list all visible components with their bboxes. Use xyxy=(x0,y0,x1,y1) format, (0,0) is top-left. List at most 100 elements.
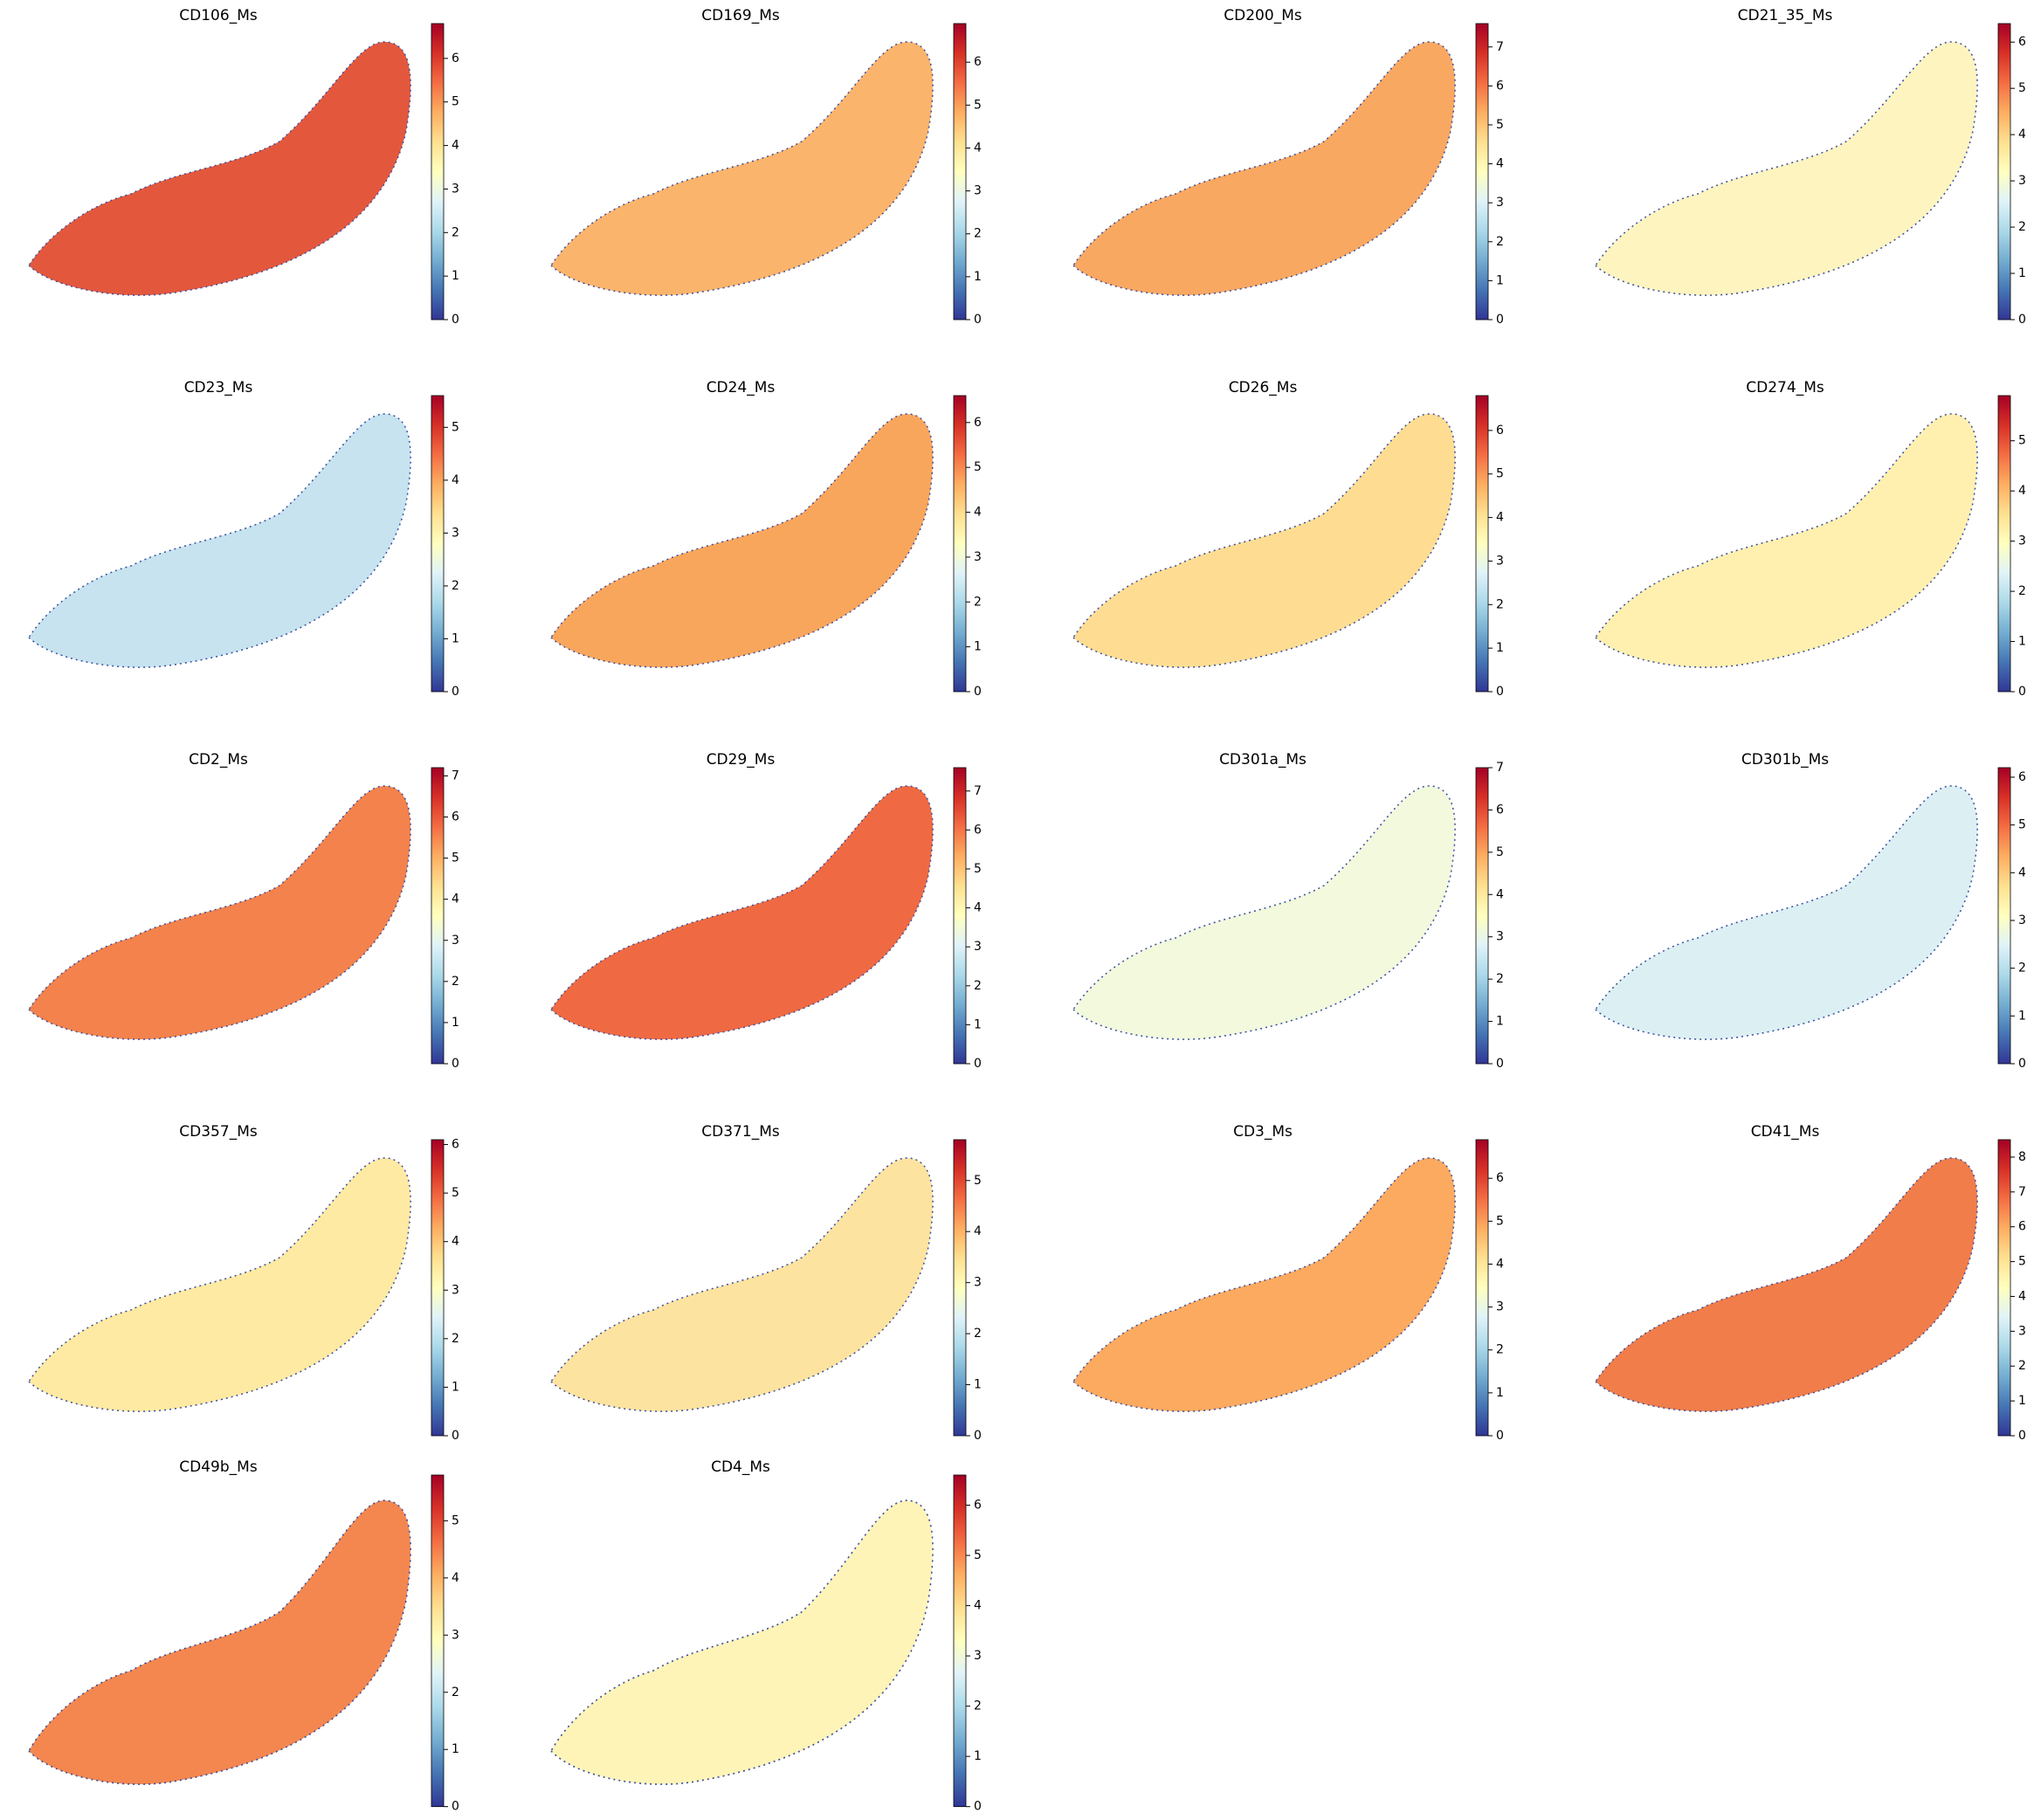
colorbar-tick-label: 2 xyxy=(974,227,982,241)
plot-area xyxy=(1072,1157,1456,1412)
colorbar-tick-label: 1 xyxy=(2018,1394,2026,1408)
colorbar-tick-label: 1 xyxy=(1496,1015,1504,1029)
colorbar-tick-label: 6 xyxy=(2018,35,2026,49)
colorbar-tick-label: 6 xyxy=(1496,79,1504,93)
colorbar-tick-label: 5 xyxy=(452,420,459,434)
colorbar xyxy=(1997,1139,2011,1437)
colorbar-tick-label: 2 xyxy=(1496,235,1504,249)
colorbar-tick-label: 4 xyxy=(974,141,982,155)
colorbar-tick-label: 6 xyxy=(974,1499,982,1513)
colorbar-tick-label: 0 xyxy=(974,1057,982,1071)
plot-area xyxy=(1595,413,1978,668)
colorbar-tick-label: 1 xyxy=(974,1378,982,1392)
panel: CD4_Ms 0 1 2 3 4 5 6 xyxy=(550,1458,982,1814)
tissue xyxy=(28,413,411,668)
panel-title: CD301a_Ms xyxy=(1219,751,1307,769)
panel: CD106_Ms 0 1 2 3 4 5 6 xyxy=(28,7,459,327)
colorbar-tick-label: 0 xyxy=(452,685,459,699)
panel-title: CD29_Ms xyxy=(707,751,776,769)
colorbar-tick-label: 3 xyxy=(452,1283,459,1297)
colorbar-tick-label: 4 xyxy=(452,473,459,487)
panel-title: CD23_Ms xyxy=(184,379,253,396)
colorbar-tick-label: 2 xyxy=(452,1332,459,1346)
plot-area xyxy=(1072,785,1456,1040)
tissue xyxy=(1072,41,1456,296)
tissue xyxy=(1595,413,1978,668)
colorbar-tick-label: 0 xyxy=(974,1429,982,1443)
plot-area xyxy=(1595,41,1978,296)
colorbar-tick-label: 1 xyxy=(1496,1386,1504,1400)
colorbar-tick-label: 4 xyxy=(1496,887,1504,901)
panel: CD371_Ms 0 1 2 3 4 5 xyxy=(550,1123,982,1443)
tissue xyxy=(28,1499,411,1785)
colorbar-tick-label: 1 xyxy=(974,640,982,654)
colorbar-tick-label: 7 xyxy=(1496,761,1504,775)
colorbar-tick-label: 3 xyxy=(2018,913,2026,927)
colorbar xyxy=(1997,23,2011,321)
colorbar-tick-label: 6 xyxy=(974,823,982,837)
colorbar-tick-label: 4 xyxy=(452,139,459,153)
tissue xyxy=(1595,785,1978,1040)
colorbar-tick-label: 6 xyxy=(2018,1220,2026,1234)
colorbar xyxy=(1997,395,2011,693)
colorbar-tick-label: 2 xyxy=(974,1327,982,1341)
colorbar-tick-label: 0 xyxy=(2018,685,2026,699)
colorbar-tick-label: 2 xyxy=(1496,972,1504,986)
colorbar-tick-label: 2 xyxy=(452,975,459,989)
colorbar-tick-label: 4 xyxy=(452,1571,459,1585)
colorbar-tick-label: 7 xyxy=(452,769,459,782)
tissue xyxy=(550,785,934,1040)
panel: CD24_Ms 0 1 2 3 4 5 6 xyxy=(550,379,982,699)
colorbar xyxy=(1475,23,1489,321)
colorbar-tick-label: 6 xyxy=(1496,1171,1504,1185)
tissue xyxy=(1072,1157,1456,1412)
colorbar-tick-label: 5 xyxy=(974,460,982,474)
colorbar-tick-label: 2 xyxy=(2018,220,2026,234)
colorbar-tick-label: 2 xyxy=(452,225,459,239)
colorbar-tick-label: 4 xyxy=(452,893,459,907)
colorbar xyxy=(953,1474,967,1808)
tissue xyxy=(1072,413,1456,668)
colorbar-tick-label: 2 xyxy=(974,595,982,609)
panel-title: CD49b_Ms xyxy=(179,1458,258,1476)
plot-area xyxy=(28,1157,411,1412)
colorbar-tick-label: 6 xyxy=(452,810,459,824)
panel: CD41_Ms 0 1 2 3 4 5 6 7 8 xyxy=(1595,1123,2026,1443)
colorbar-tick-label: 1 xyxy=(2018,635,2026,649)
colorbar-tick-label: 0 xyxy=(974,1800,982,1814)
colorbar-tick-label: 5 xyxy=(1496,1214,1504,1228)
colorbar-tick-label: 5 xyxy=(974,862,982,876)
panel-title: CD2_Ms xyxy=(189,751,248,769)
colorbar-tick-label: 5 xyxy=(974,1174,982,1188)
panel: CD21_35_Ms 0 1 2 3 4 5 6 xyxy=(1595,7,2026,327)
colorbar-tick-label: 7 xyxy=(974,784,982,798)
colorbar-tick-label: 0 xyxy=(974,685,982,699)
panel-title: CD357_Ms xyxy=(179,1123,258,1141)
colorbar xyxy=(953,767,967,1065)
colorbar-tick-label: 3 xyxy=(974,940,982,954)
colorbar-tick-label: 5 xyxy=(2018,81,2026,95)
plot-area xyxy=(28,785,411,1040)
colorbar-tick-label: 4 xyxy=(974,1599,982,1613)
colorbar-tick-label: 1 xyxy=(2018,1009,2026,1023)
colorbar-tick-label: 2 xyxy=(2018,584,2026,598)
tissue xyxy=(550,413,934,668)
colorbar-tick-label: 5 xyxy=(974,98,982,112)
panel: CD2_Ms 0 1 2 3 4 5 6 7 xyxy=(28,751,459,1071)
plot-area xyxy=(550,413,934,668)
colorbar-tick-label: 1 xyxy=(452,1380,459,1394)
colorbar-tick-label: 6 xyxy=(2018,770,2026,784)
colorbar-tick-label: 6 xyxy=(974,416,982,430)
colorbar-tick-label: 5 xyxy=(1496,118,1504,132)
tissue xyxy=(28,41,411,296)
panel: CD23_Ms 0 1 2 3 4 5 xyxy=(28,379,459,699)
colorbar-tick-label: 0 xyxy=(452,313,459,327)
panel-title: CD274_Ms xyxy=(1746,379,1824,396)
colorbar xyxy=(1475,1139,1489,1437)
tissue xyxy=(550,1157,934,1412)
colorbar xyxy=(953,23,967,321)
tissue xyxy=(1072,785,1456,1040)
panel-title: CD26_Ms xyxy=(1229,379,1298,396)
colorbar xyxy=(1475,395,1489,693)
colorbar-tick-label: 1 xyxy=(974,270,982,284)
